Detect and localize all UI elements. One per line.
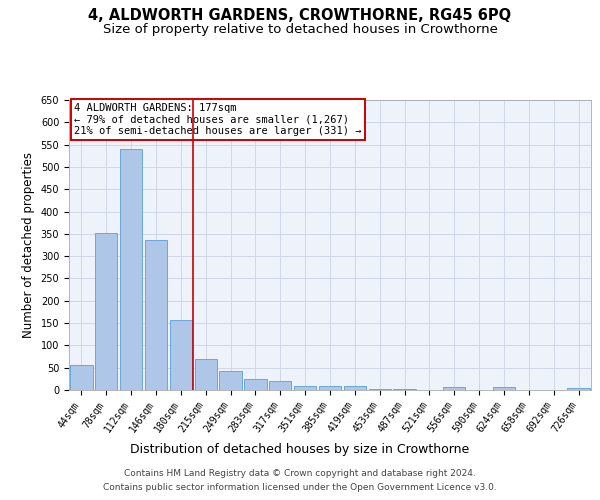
- Bar: [294, 386, 316, 390]
- Bar: [368, 389, 391, 390]
- Text: 4, ALDWORTH GARDENS, CROWTHORNE, RG45 6PQ: 4, ALDWORTH GARDENS, CROWTHORNE, RG45 6P…: [88, 8, 512, 22]
- Y-axis label: Number of detached properties: Number of detached properties: [22, 152, 35, 338]
- Bar: [194, 359, 217, 390]
- Bar: [220, 371, 242, 390]
- Bar: [344, 386, 366, 390]
- Bar: [95, 233, 118, 390]
- Text: Distribution of detached houses by size in Crowthorne: Distribution of detached houses by size …: [130, 442, 470, 456]
- Text: 4 ALDWORTH GARDENS: 177sqm
← 79% of detached houses are smaller (1,267)
21% of s: 4 ALDWORTH GARDENS: 177sqm ← 79% of deta…: [74, 103, 362, 136]
- Bar: [443, 388, 466, 390]
- Bar: [170, 320, 192, 390]
- Bar: [145, 240, 167, 390]
- Bar: [269, 381, 292, 390]
- Bar: [568, 388, 590, 390]
- Bar: [394, 389, 416, 390]
- Bar: [493, 388, 515, 390]
- Text: Contains HM Land Registry data © Crown copyright and database right 2024.: Contains HM Land Registry data © Crown c…: [124, 468, 476, 477]
- Text: Contains public sector information licensed under the Open Government Licence v3: Contains public sector information licen…: [103, 484, 497, 492]
- Bar: [319, 386, 341, 390]
- Text: Size of property relative to detached houses in Crowthorne: Size of property relative to detached ho…: [103, 22, 497, 36]
- Bar: [244, 379, 266, 390]
- Bar: [70, 366, 92, 390]
- Bar: [120, 149, 142, 390]
